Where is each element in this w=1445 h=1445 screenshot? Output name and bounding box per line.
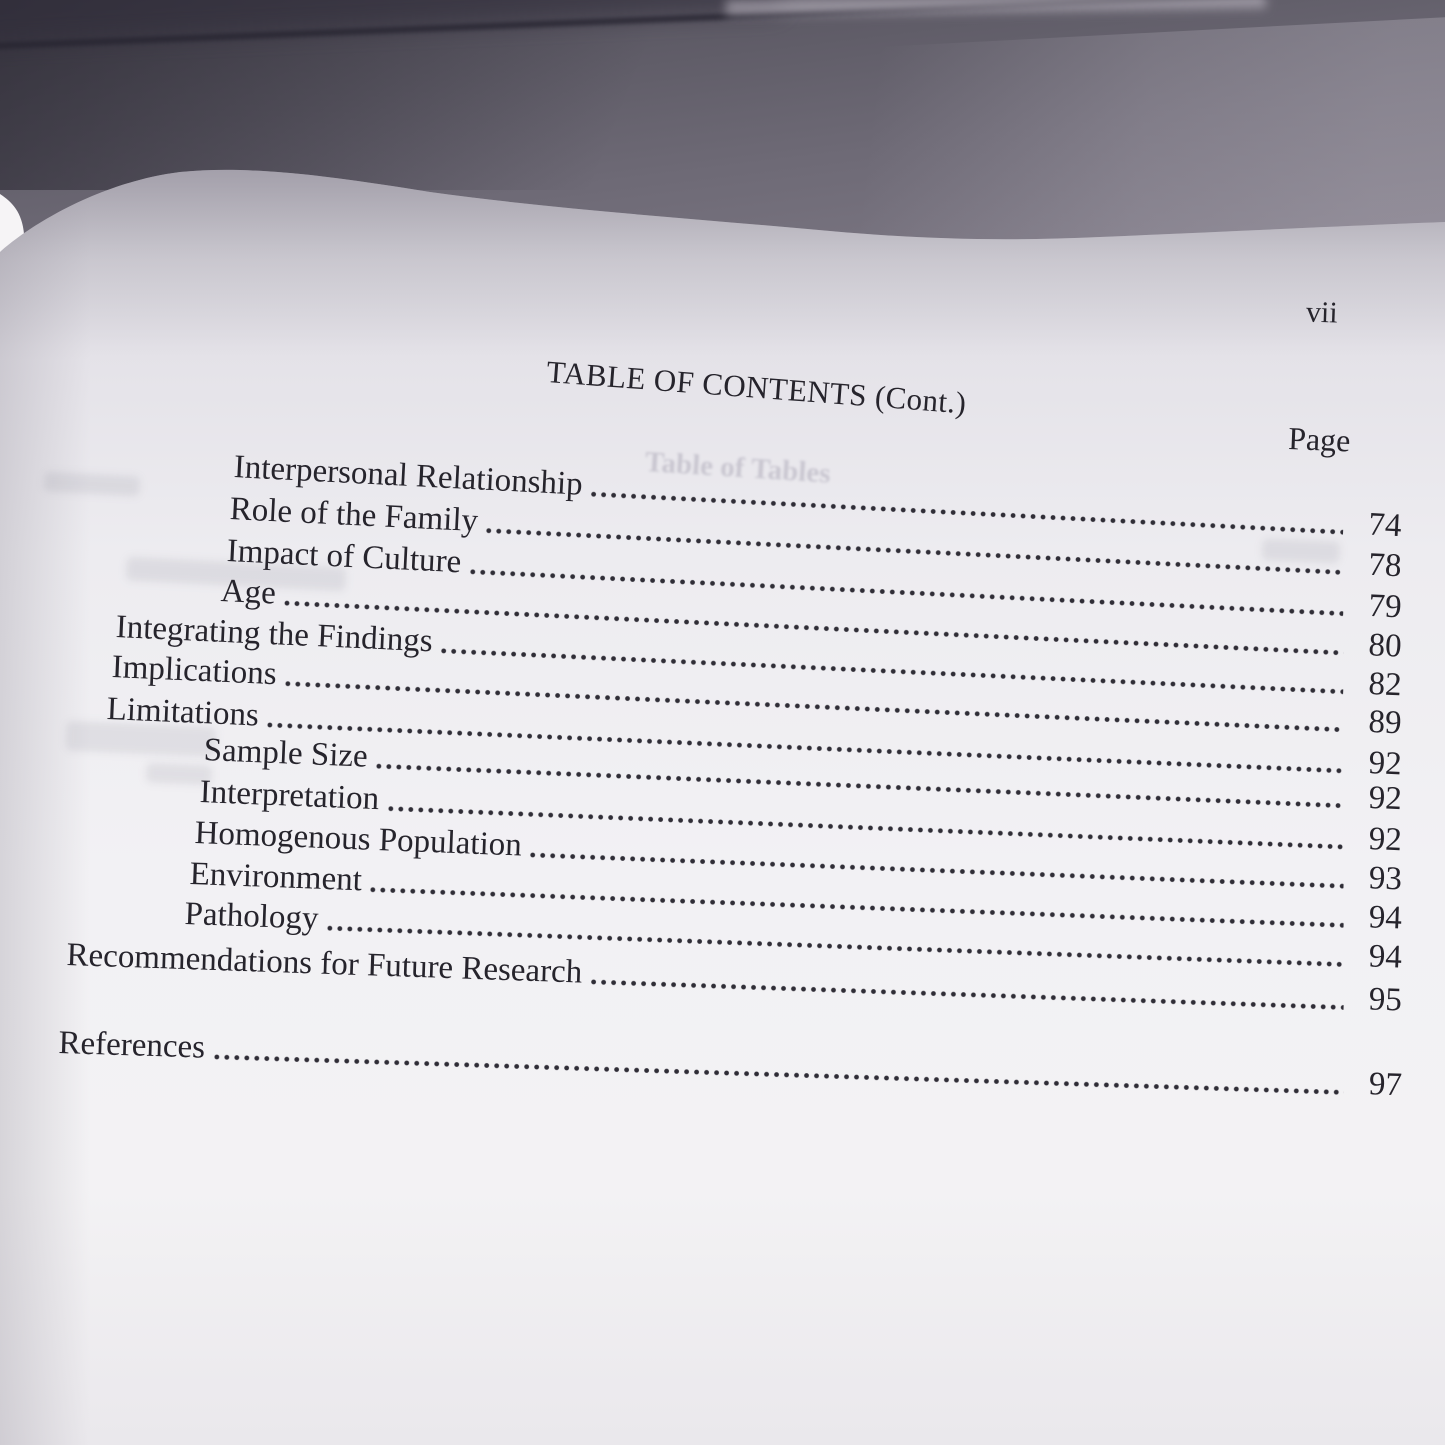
toc-entry-label: Pathology — [184, 896, 320, 937]
toc-entry-label: Implications — [111, 649, 278, 693]
page-surface — [0, 169, 1445, 1445]
toc-entry-page-number: 95 — [1368, 981, 1403, 1019]
toc-entry-label: References — [58, 1025, 206, 1066]
toc-entry-page-number: 82 — [1367, 665, 1403, 704]
toc-entry-label: Sample Size — [203, 732, 369, 775]
page-column-header: Page — [1287, 420, 1352, 459]
toc-entry-page-number: 74 — [1367, 506, 1403, 545]
toc-entry-page-number: 78 — [1367, 546, 1403, 585]
toc-entry-label: Homogenous Population — [194, 815, 523, 864]
folio-page-number: vii — [1305, 295, 1339, 330]
toc-entry-label: Limitations — [106, 691, 260, 734]
toc-entry-page-number: 92 — [1367, 745, 1403, 783]
page-title: TABLE OF CONTENTS (Cont.) — [545, 354, 968, 421]
toc-entry-page-number: 97 — [1368, 1066, 1403, 1104]
toc-entry-page-number: 92 — [1368, 779, 1403, 818]
toc-entry-page-number: 92 — [1368, 820, 1403, 859]
toc-entry-label: Role of the Family — [229, 491, 479, 540]
ghost-smudge — [43, 471, 141, 497]
toc-row: References 97 — [58, 1025, 1403, 1104]
toc-entry-label: Age — [220, 573, 277, 612]
toc-entry-label: Interpretation — [199, 774, 380, 818]
toc-entry-label: Recommendations for Future Research — [66, 937, 583, 991]
toc-entry-page-number: 93 — [1368, 860, 1403, 898]
toc-entry-label: Environment — [189, 856, 363, 899]
toc-entry-page-number: 94 — [1368, 938, 1403, 976]
toc-entry-page-number: 80 — [1367, 627, 1403, 665]
dot-leader — [213, 1053, 1344, 1096]
page-left-edge-shade — [0, 169, 90, 1445]
toc-entry-page-number: 79 — [1367, 587, 1403, 626]
toc-entry-page-number: 89 — [1367, 703, 1403, 742]
toc-entry-page-number: 94 — [1368, 899, 1403, 937]
dot-leader — [590, 978, 1344, 1011]
